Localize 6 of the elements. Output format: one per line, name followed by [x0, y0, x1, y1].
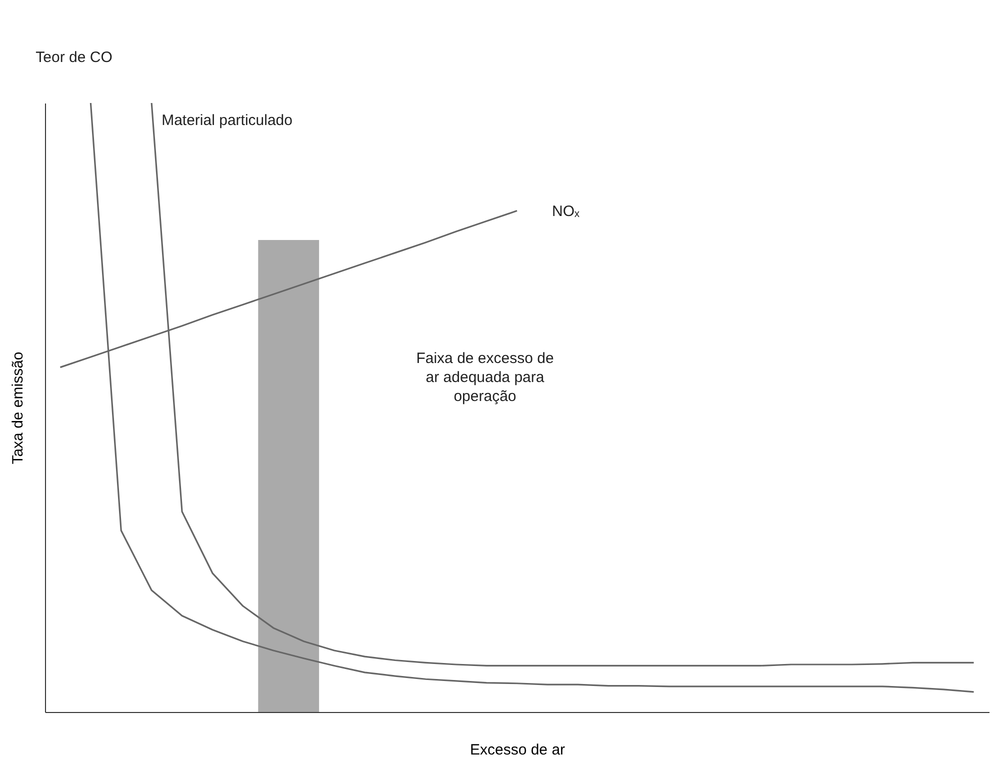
x-axis-title: Excesso de ar [470, 742, 566, 758]
text: NOₓ [552, 202, 580, 220]
series-label: Material particulado [162, 112, 292, 129]
annotation: Faixa de excesso de ar adequada para operação [416, 350, 554, 405]
text: Teor de CO [36, 49, 112, 66]
y-axis-title: Taxa de emissão [10, 352, 26, 464]
